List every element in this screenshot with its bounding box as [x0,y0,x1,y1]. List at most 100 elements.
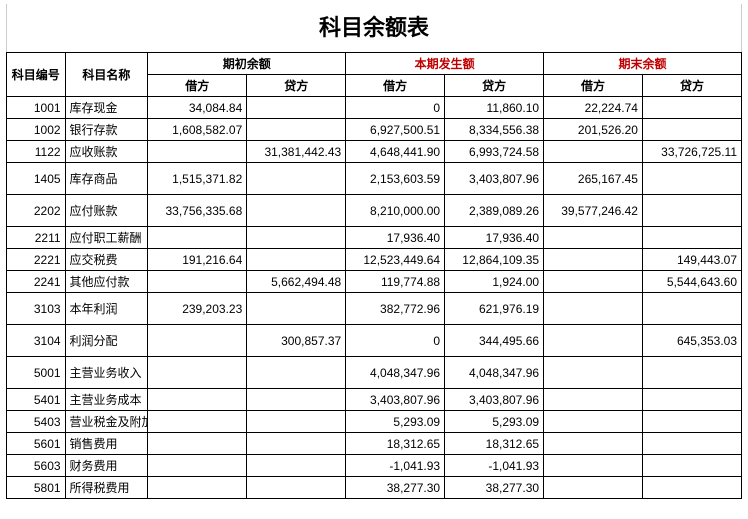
table-row: 1122应收账款31,381,442.434,648,441.906,993,7… [7,141,742,163]
cell-closing-credit [642,293,741,325]
cell-name: 应交税费 [65,249,148,271]
cell-closing-debit [544,477,643,499]
cell-name: 财务费用 [65,455,148,477]
cell-name: 利润分配 [65,325,148,357]
cell-closing-debit [544,271,643,293]
cell-opening-debit: 34,084.84 [148,97,247,119]
cell-opening-credit [247,249,346,271]
cell-opening-credit [247,119,346,141]
cell-opening-debit [148,141,247,163]
cell-closing-credit [642,119,741,141]
table-row: 1001库存现金34,084.84011,860.1022,224.74 [7,97,742,119]
cell-opening-credit [247,227,346,249]
cell-period-credit: 1,924.00 [445,271,544,293]
cell-opening-credit [247,411,346,433]
cell-opening-debit [148,325,247,357]
header-period-debit: 借方 [346,75,445,97]
cell-opening-credit [247,97,346,119]
cell-opening-credit [247,293,346,325]
cell-code: 2202 [7,195,66,227]
cell-closing-credit: 33,726,725.11 [642,141,741,163]
header-closing-debit: 借方 [544,75,643,97]
cell-opening-debit [148,477,247,499]
cell-code: 1001 [7,97,66,119]
cell-name: 主营业务收入 [65,357,148,389]
cell-code: 5001 [7,357,66,389]
table-row: 5603财务费用 -1,041.93-1,041.93 [7,455,742,477]
table-row: 5401主营业务成本 3,403,807.963,403,807.96 [7,389,742,411]
cell-period-debit: 6,927,500.51 [346,119,445,141]
cell-name: 应收账款 [65,141,148,163]
header-opening: 期初余额 [148,53,346,75]
cell-closing-debit [544,293,643,325]
cell-code: 5603 [7,455,66,477]
cell-period-debit: 2,153,603.59 [346,163,445,195]
cell-code: 1405 [7,163,66,195]
cell-code: 2211 [7,227,66,249]
cell-closing-credit [642,389,741,411]
cell-name: 应付账款 [65,195,148,227]
cell-opening-credit [247,357,346,389]
cell-period-credit: 2,389,089.26 [445,195,544,227]
cell-closing-debit [544,249,643,271]
cell-closing-debit [544,227,643,249]
cell-period-credit: 12,864,109.35 [445,249,544,271]
table-row: 2211应付职工薪酬17,936.4017,936.40 [7,227,742,249]
header-closing-credit: 贷方 [642,75,741,97]
cell-closing-credit [642,227,741,249]
cell-closing-debit: 39,577,246.42 [544,195,643,227]
cell-closing-credit [642,97,741,119]
cell-period-debit: 38,277.30 [346,477,445,499]
cell-period-debit: 382,772.96 [346,293,445,325]
cell-code: 2221 [7,249,66,271]
cell-closing-credit [642,477,741,499]
cell-opening-debit: 191,216.64 [148,249,247,271]
cell-period-debit: 3,403,807.96 [346,389,445,411]
cell-period-credit: 17,936.40 [445,227,544,249]
cell-opening-credit: 300,857.37 [247,325,346,357]
cell-code: 5403 [7,411,66,433]
table-row: 2221应交税费191,216.64 12,523,449.6412,864,10… [7,249,742,271]
cell-code: 2241 [7,271,66,293]
cell-name: 所得税费用 [65,477,148,499]
cell-period-debit: -1,041.93 [346,455,445,477]
cell-name: 主营业务成本 [65,389,148,411]
cell-closing-debit [544,325,643,357]
cell-period-debit: 4,048,347.96 [346,357,445,389]
cell-period-credit: 3,403,807.96 [445,389,544,411]
cell-opening-credit: 5,662,494.48 [247,271,346,293]
cell-code: 1122 [7,141,66,163]
table-row: 1405库存商品1,515,371.822,153,603.593,403,80… [7,163,742,195]
page-title: 科目余额表 [6,4,742,52]
cell-opening-credit [247,455,346,477]
cell-opening-debit: 1,515,371.82 [148,163,247,195]
header-period-credit: 贷方 [445,75,544,97]
cell-opening-credit: 31,381,442.43 [247,141,346,163]
cell-closing-credit [642,455,741,477]
header-closing: 期末余额 [544,53,742,75]
cell-period-debit: 12,523,449.64 [346,249,445,271]
cell-closing-credit [642,357,741,389]
cell-period-credit: -1,041.93 [445,455,544,477]
cell-code: 3104 [7,325,66,357]
header-code: 科目编号 [7,53,66,97]
cell-name: 库存现金 [65,97,148,119]
cell-opening-debit: 1,608,582.07 [148,119,247,141]
cell-code: 1002 [7,119,66,141]
cell-period-credit: 5,293.09 [445,411,544,433]
cell-period-credit: 621,976.19 [445,293,544,325]
cell-opening-credit [247,389,346,411]
cell-name: 营业税金及附加 [65,411,148,433]
cell-opening-debit [148,455,247,477]
table-row: 1002银行存款1,608,582.076,927,500.518,334,55… [7,119,742,141]
cell-code: 5801 [7,477,66,499]
cell-opening-credit [247,477,346,499]
cell-code: 5401 [7,389,66,411]
cell-closing-debit: 22,224.74 [544,97,643,119]
cell-closing-credit: 149,443.07 [642,249,741,271]
cell-closing-credit [642,195,741,227]
table-row: 5001主营业务收入4,048,347.964,048,347.96 [7,357,742,389]
cell-closing-credit: 5,544,643.60 [642,271,741,293]
cell-closing-debit [544,141,643,163]
cell-name: 应付职工薪酬 [65,227,148,249]
